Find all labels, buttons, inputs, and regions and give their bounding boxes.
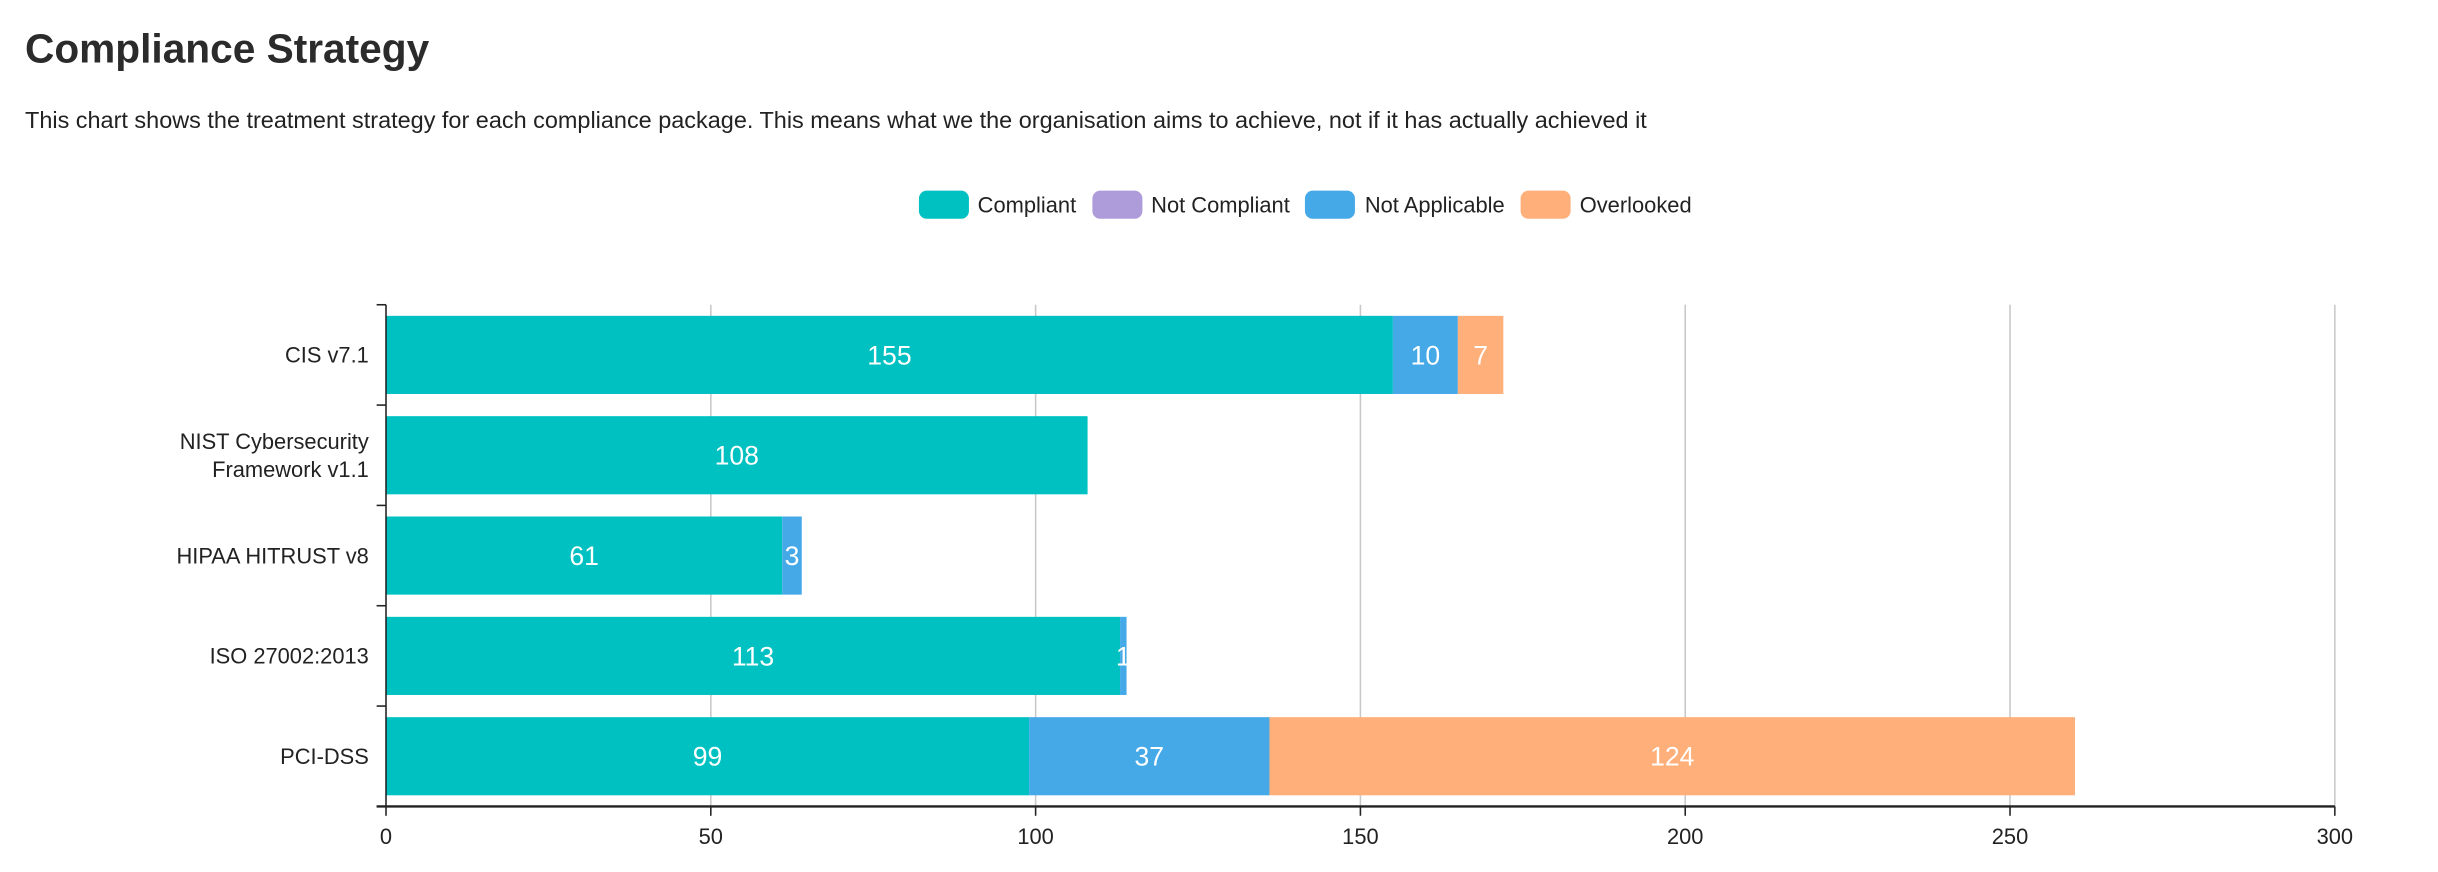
legend-label: Not Applicable — [1364, 192, 1505, 218]
bar-segment — [1457, 315, 1504, 394]
data-label: 113 — [732, 641, 774, 671]
x-tick-label: 200 — [1667, 824, 1703, 849]
data-label: 124 — [1650, 742, 1694, 772]
data-label: 3 — [785, 541, 800, 571]
legend-swatch — [918, 190, 969, 219]
y-category-label: PCI-DSS — [280, 744, 369, 769]
bar-segment — [1392, 315, 1458, 394]
x-tick-label: 100 — [1017, 824, 1053, 849]
legend-swatch — [1520, 190, 1571, 219]
x-tick-label: 50 — [699, 824, 723, 849]
x-tick-label: 300 — [2317, 824, 2353, 849]
legend-item[interactable]: Not Compliant — [1091, 190, 1290, 219]
chart-description: This chart shows the treatment strategy … — [25, 107, 1647, 135]
x-tick-label: 150 — [1342, 824, 1378, 849]
legend-item[interactable]: Not Applicable — [1305, 190, 1505, 219]
y-category-label: CIS v7.1 — [285, 343, 369, 368]
data-label: 37 — [1135, 742, 1165, 772]
x-tick-label: 0 — [380, 824, 392, 849]
data-label: 108 — [715, 441, 759, 471]
data-label: 10 — [1411, 340, 1441, 370]
legend-item[interactable]: Compliant — [918, 190, 1077, 219]
legend: Compliant Not Compliant Not Applicable Over… — [0, 190, 2438, 219]
bar-segment — [386, 315, 1393, 394]
y-category-label: HIPAA HITRUST v8 — [176, 543, 368, 568]
y-category-label: NIST Cybersecurity — [180, 429, 369, 454]
bar-segment — [386, 616, 1121, 695]
legend-swatch — [1305, 190, 1356, 219]
bar-segment — [782, 516, 802, 595]
bar-segment — [1120, 616, 1127, 695]
bar-segment — [386, 416, 1088, 495]
data-label: 61 — [569, 541, 599, 571]
data-label: 7 — [1473, 340, 1488, 370]
legend-swatch — [1091, 190, 1142, 219]
x-tick-label: 250 — [1992, 824, 2028, 849]
legend-label: Overlooked — [1579, 192, 1692, 218]
bar-segment — [1269, 717, 2075, 796]
bar-segment — [386, 516, 783, 595]
data-label: 99 — [693, 742, 723, 772]
page-title: Compliance Strategy — [25, 25, 430, 72]
legend-item[interactable]: Overlooked — [1520, 190, 1692, 219]
data-label: 1 — [1116, 641, 1131, 671]
bar-segment — [386, 717, 1030, 796]
data-label: 155 — [867, 340, 911, 370]
bar-segment — [1029, 717, 1270, 796]
legend-label: Not Compliant — [1151, 192, 1290, 218]
y-category-label: ISO 27002:2013 — [210, 644, 369, 669]
y-category-label: Framework v1.1 — [212, 457, 369, 482]
legend-label: Compliant — [977, 192, 1077, 218]
